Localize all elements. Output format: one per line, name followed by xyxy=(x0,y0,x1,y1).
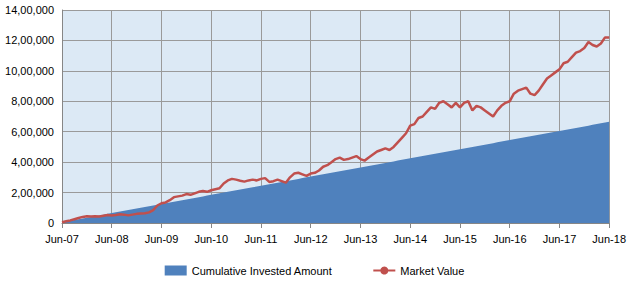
svg-text:10,00,000: 10,00,000 xyxy=(5,65,54,77)
svg-text:Jun-15: Jun-15 xyxy=(443,233,477,245)
svg-text:Cumulative Invested Amount: Cumulative Invested Amount xyxy=(192,265,332,277)
svg-text:Jun-13: Jun-13 xyxy=(344,233,378,245)
svg-text:14,00,000: 14,00,000 xyxy=(5,4,54,16)
svg-text:12,00,000: 12,00,000 xyxy=(5,34,54,46)
svg-text:Jun-14: Jun-14 xyxy=(393,233,427,245)
svg-text:Jun-10: Jun-10 xyxy=(194,233,228,245)
svg-text:Jun-17: Jun-17 xyxy=(543,233,577,245)
svg-text:Jun-09: Jun-09 xyxy=(145,233,179,245)
svg-text:Jun-11: Jun-11 xyxy=(245,233,278,245)
svg-text:4,00,000: 4,00,000 xyxy=(11,156,54,168)
svg-text:Jun-16: Jun-16 xyxy=(493,233,527,245)
svg-text:2,00,000: 2,00,000 xyxy=(11,187,54,199)
svg-text:Jun-07: Jun-07 xyxy=(45,233,79,245)
svg-text:Jun-18: Jun-18 xyxy=(592,233,626,245)
svg-text:Jun-12: Jun-12 xyxy=(294,233,328,245)
svg-text:Jun-08: Jun-08 xyxy=(95,233,129,245)
svg-text:0: 0 xyxy=(48,217,54,229)
svg-text:8,00,000: 8,00,000 xyxy=(11,95,54,107)
svg-text:6,00,000: 6,00,000 xyxy=(11,126,54,138)
svg-text:Market Value: Market Value xyxy=(400,265,464,277)
